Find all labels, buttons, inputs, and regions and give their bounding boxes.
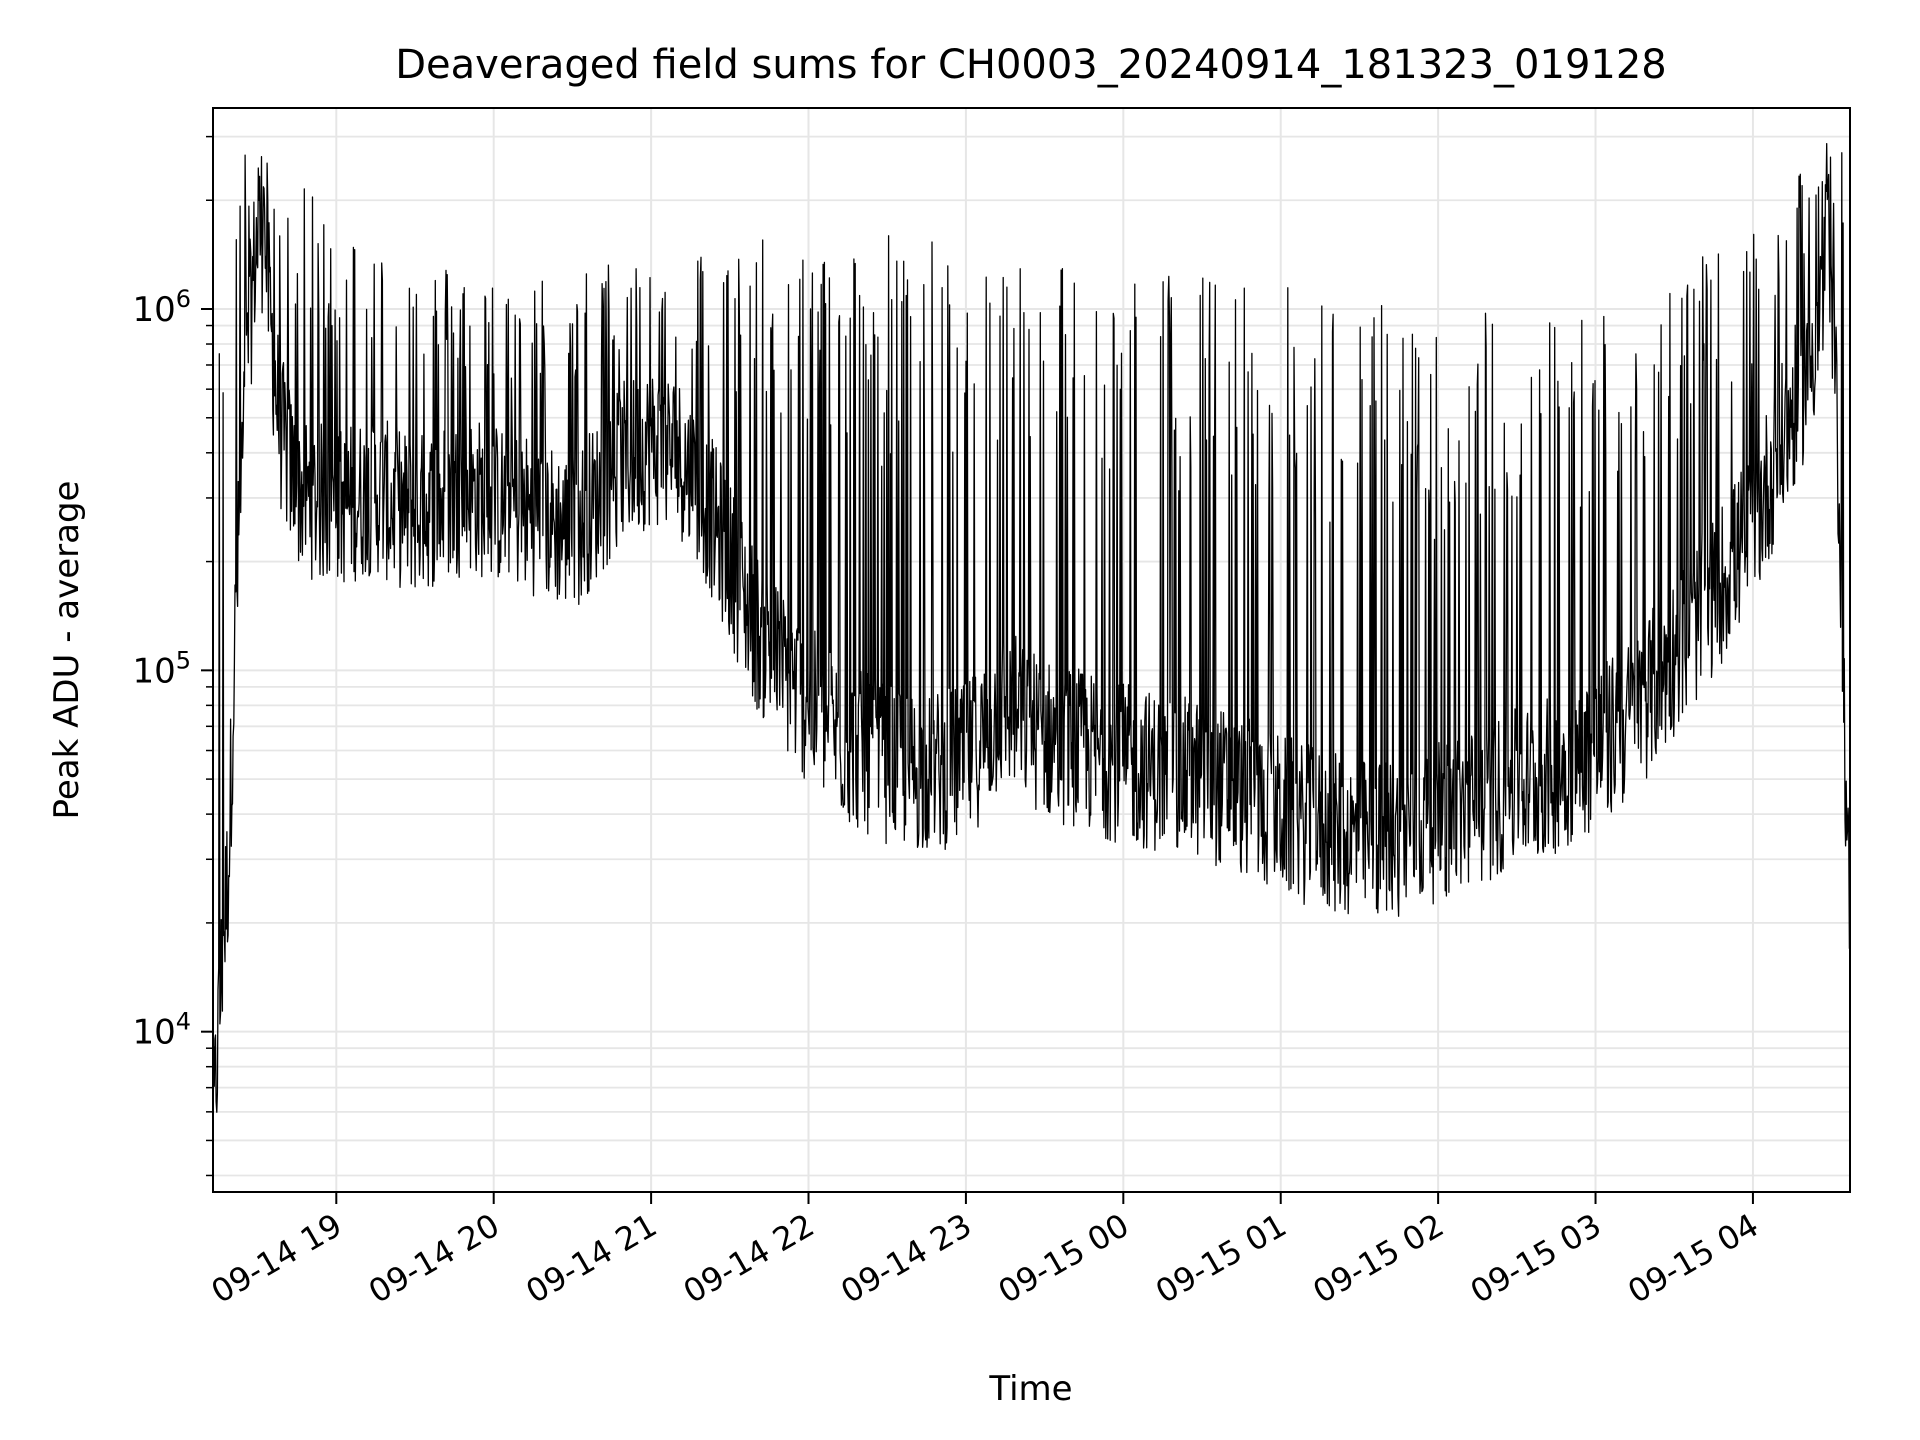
chart-title: Deaveraged field sums for CH0003_2024091… <box>395 42 1667 88</box>
y-axis: 104 105 106 <box>132 135 213 1177</box>
y-tick-label: 106 <box>132 285 191 330</box>
series-line <box>212 142 1851 1173</box>
y-axis-label: Peak ADU - average <box>47 481 87 820</box>
series <box>212 142 1851 1173</box>
plot-frame <box>212 107 1851 1193</box>
x-axis-label: Time <box>988 1369 1072 1409</box>
y-tick-label: 104 <box>132 1008 191 1053</box>
y-tick-label: 105 <box>132 646 191 691</box>
